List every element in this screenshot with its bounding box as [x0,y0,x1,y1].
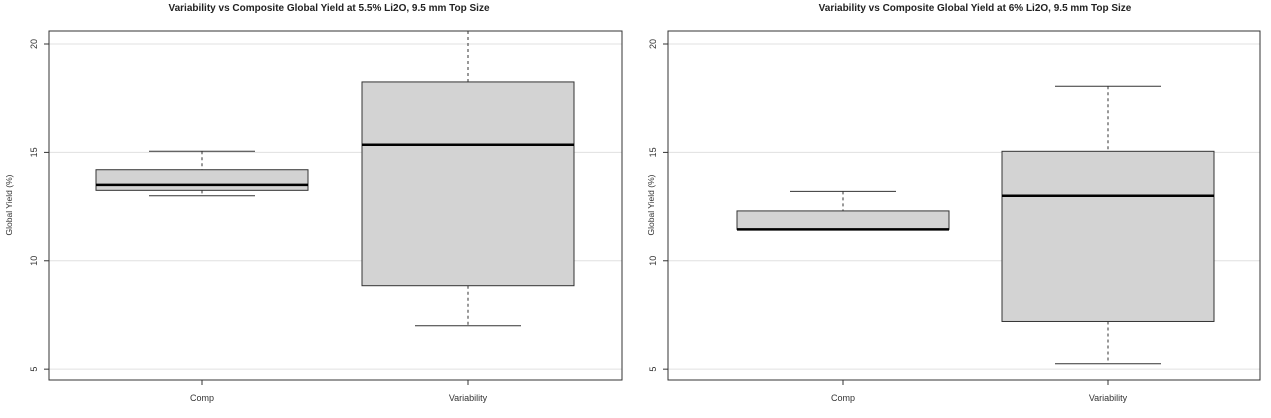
plot-frame [667,30,1261,381]
y-tick-label: 20 [29,39,39,49]
x-tick-label: Comp [190,393,214,403]
y-axis-label: Global Yield (%) [4,174,14,235]
boxplot-panel-2: Variability vs Composite Global Yield at… [646,3,1261,403]
box-variability [361,31,575,327]
y-tick-label: 20 [648,39,658,49]
y-tick-label: 10 [29,256,39,266]
y-axis-label: Global Yield (%) [646,174,656,235]
box-variability [1001,85,1215,365]
y-tick-label: 5 [648,367,658,372]
box-comp [736,190,950,231]
y-tick-label: 15 [648,147,658,157]
box-iqr [1001,150,1215,322]
y-tick-label: 5 [29,367,39,372]
chart-title: Variability vs Composite Global Yield at… [168,3,489,14]
y-tick-label: 15 [29,147,39,157]
plot-frame [48,30,623,381]
boxplot-panel-1: Variability vs Composite Global Yield at… [4,3,623,403]
x-tick-label: Comp [831,393,855,403]
box-iqr [736,210,950,230]
x-tick-label: Variability [1089,393,1128,403]
box-iqr [361,81,575,287]
box-iqr [95,169,309,191]
chart-title: Variability vs Composite Global Yield at… [819,3,1132,14]
y-tick-label: 10 [648,256,658,266]
x-tick-label: Variability [449,393,488,403]
box-comp [95,150,309,197]
